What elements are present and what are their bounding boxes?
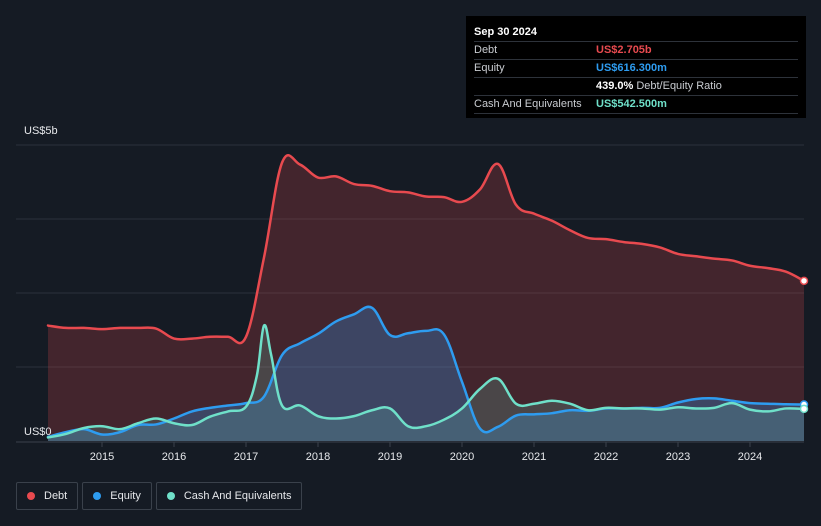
x-tick-label-2015: 2015 — [90, 451, 114, 463]
tooltip-row-equity: Equity US$616.300m — [474, 59, 798, 77]
end-markers — [799, 276, 809, 414]
tooltip-ratio-label: Debt/Equity Ratio — [636, 80, 722, 92]
tooltip-cash-label: Cash And Equivalents — [474, 98, 582, 110]
tooltip-equity-label: Equity — [474, 62, 505, 74]
chart-legend: Debt Equity Cash And Equivalents — [16, 482, 306, 510]
tooltip-equity-value: US$616.300m — [596, 62, 667, 74]
tooltip-ratio-spacer — [474, 78, 596, 95]
tooltip-panel: Sep 30 2024 Debt US$2.705b Equity US$616… — [466, 16, 806, 118]
legend-label-equity: Equity — [110, 490, 141, 502]
tooltip-cash-value: US$542.500m — [596, 98, 667, 110]
x-tick-label-2017: 2017 — [234, 451, 258, 463]
y-tick-label-min: US$0 — [24, 426, 52, 438]
equity-line — [46, 305, 806, 439]
x-tick-label-2016: 2016 — [162, 451, 186, 463]
debt-area — [48, 155, 804, 441]
tooltip-date: Sep 30 2024 — [474, 26, 537, 38]
debt-end-point — [799, 276, 809, 286]
x-axis: 2015 2016 2017 2018 2019 2020 2021 2022 2023 2024 — [90, 442, 762, 463]
tooltip-row-debt: Debt US$2.705b — [474, 41, 798, 59]
y-tick-label-max: US$5b — [24, 125, 58, 137]
legend-dot-equity — [93, 492, 102, 500]
x-tick-label-2018: 2018 — [306, 451, 330, 463]
grid-lines — [16, 144, 804, 443]
cash-and-equivalents-area — [48, 325, 804, 441]
debt-line — [46, 154, 806, 345]
series-areas — [48, 155, 804, 441]
legend-item-cash[interactable]: Cash And Equivalents — [155, 482, 303, 510]
x-tick-label-2024: 2024 — [738, 451, 762, 463]
x-tick-label-2021: 2021 — [522, 451, 546, 463]
x-tick-label-2019: 2019 — [378, 451, 402, 463]
x-tick-label-2023: 2023 — [666, 451, 690, 463]
equity-area — [48, 306, 804, 441]
tooltip-ratio-value: 439.0% — [596, 80, 634, 92]
x-tick-label-2022: 2022 — [594, 451, 618, 463]
legend-item-equity[interactable]: Equity — [82, 482, 152, 510]
legend-label-debt: Debt — [44, 490, 68, 502]
cash-and-equivalents-end-point — [799, 404, 809, 414]
legend-dot-debt — [27, 492, 35, 500]
legend-dot-cash — [166, 492, 175, 500]
tooltip-debt-value: US$2.705b — [596, 44, 652, 56]
series-lines — [46, 154, 806, 439]
tooltip-debt-label: Debt — [474, 44, 498, 56]
tooltip-row-ratio: 439.0% Debt/Equity Ratio — [474, 77, 798, 95]
legend-item-debt[interactable]: Debt — [16, 482, 79, 510]
legend-label-cash: Cash And Equivalents — [183, 490, 292, 502]
x-tick-label-2020: 2020 — [450, 451, 474, 463]
cash-and-equivalents-line — [46, 323, 806, 439]
tooltip-row-cash: Cash And Equivalents US$542.500m — [474, 95, 798, 114]
y-axis: US$0 US$5b — [24, 125, 58, 438]
